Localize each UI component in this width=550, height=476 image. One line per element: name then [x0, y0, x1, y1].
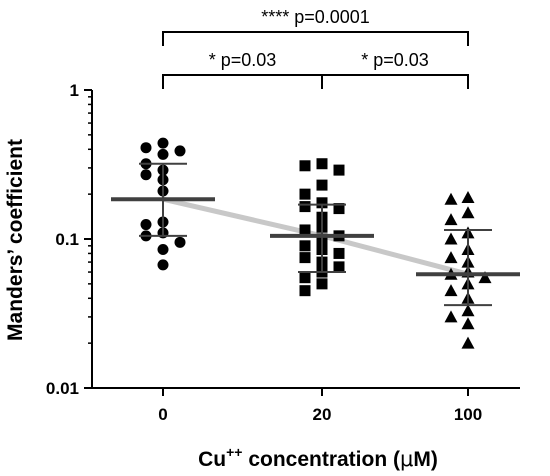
summary-layer	[111, 162, 520, 307]
data-point-square	[299, 240, 311, 252]
significance-label: * p=0.03	[209, 50, 277, 70]
y-tick-label: 0.01	[46, 379, 79, 398]
x-tick-label: 100	[454, 405, 482, 424]
data-point-square	[316, 278, 328, 290]
data-point-circle	[174, 145, 186, 157]
data-point-triangle	[444, 213, 458, 226]
y-tick-label: 0.1	[55, 230, 79, 249]
data-point-square	[333, 261, 345, 273]
data-point-square	[316, 179, 328, 191]
data-point-circle	[157, 148, 169, 160]
data-point-square	[299, 160, 311, 172]
data-point-circle	[140, 169, 152, 181]
data-point-triangle	[461, 336, 475, 349]
data-point-triangle	[444, 310, 458, 323]
data-point-square	[333, 247, 345, 259]
data-point-triangle	[461, 304, 475, 317]
significance-label: **** p=0.0001	[261, 7, 370, 27]
points-layer	[140, 137, 492, 349]
data-point-circle	[157, 137, 169, 149]
significance-label: * p=0.03	[361, 50, 429, 70]
data-point-circle	[157, 259, 169, 271]
data-point-square	[316, 197, 328, 209]
significance-annotations: **** p=0.0001 * p=0.03 * p=0.03	[162, 7, 469, 89]
data-point-circle	[174, 236, 186, 248]
data-point-square	[299, 285, 311, 297]
y-tick-label: 1	[70, 81, 79, 100]
data-point-square	[333, 203, 345, 215]
data-point-square	[299, 188, 311, 200]
x-axis-label: Cu++ concentration (μM)	[198, 444, 438, 471]
data-point-triangle	[444, 251, 458, 264]
significance-bracket	[162, 74, 323, 89]
x-tick-label: 20	[313, 405, 332, 424]
data-point-square	[299, 252, 311, 264]
significance-bracket	[162, 31, 469, 46]
data-point-triangle	[461, 206, 475, 219]
significance-bracket	[321, 74, 469, 89]
data-point-circle	[140, 142, 152, 154]
data-point-triangle	[444, 192, 458, 205]
data-point-circle	[140, 219, 152, 231]
data-point-triangle	[478, 271, 492, 284]
data-point-square	[299, 224, 311, 236]
data-point-triangle	[444, 284, 458, 297]
y-axis-label: Manders’ coefficient	[4, 139, 27, 341]
data-point-square	[333, 164, 345, 176]
data-point-square	[299, 272, 311, 284]
data-point-triangle	[461, 317, 475, 330]
data-point-square	[316, 158, 328, 170]
axes: 1 0.1 0.01 0 20 100	[46, 81, 520, 424]
x-tick-label: 0	[158, 405, 167, 424]
data-point-triangle	[444, 232, 458, 245]
data-point-circle	[157, 244, 169, 256]
data-point-square	[299, 201, 311, 213]
data-point-triangle	[461, 190, 475, 203]
